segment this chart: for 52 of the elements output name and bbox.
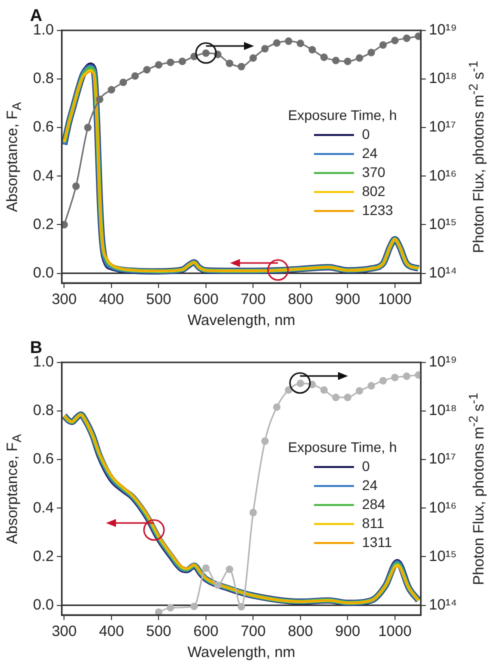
x-tick-label: 300 bbox=[52, 623, 77, 640]
y-tick-label: 0.8 bbox=[32, 402, 54, 420]
x-tick-label: 400 bbox=[98, 623, 124, 640]
y-tick-label: 0.2 bbox=[32, 216, 54, 233]
y-tick-label: 0.6 bbox=[32, 450, 54, 468]
x-axis-title: Wavelength, nm bbox=[187, 644, 296, 662]
x-tick-label: 400 bbox=[98, 291, 124, 308]
y-tick-label: 0.2 bbox=[32, 548, 54, 565]
y-tick-label: 0.4 bbox=[32, 167, 54, 184]
x-tick-label: 600 bbox=[193, 623, 218, 640]
y2-tick-label: 10¹⁷ bbox=[428, 450, 456, 468]
y2-tick-label: 10¹⁴ bbox=[428, 596, 457, 614]
legend-label: 811 bbox=[362, 514, 384, 534]
x-tick-label: 1000 bbox=[378, 623, 412, 640]
x-tick-label: 500 bbox=[146, 291, 172, 308]
legend-label: 24 bbox=[362, 476, 378, 496]
legend-label: 24 bbox=[362, 144, 378, 164]
y2-tick-label: 10¹⁵ bbox=[428, 216, 457, 233]
legend-label: 1311 bbox=[362, 533, 392, 552]
x-tick-label: 300 bbox=[52, 291, 77, 308]
legend-label: 0 bbox=[362, 125, 370, 144]
y2-tick-label: 10¹⁸ bbox=[428, 70, 457, 88]
y2-tick-label: 10¹⁶ bbox=[428, 499, 457, 516]
legend-title: Exposure Time, h bbox=[288, 106, 397, 126]
legend-label: 0 bbox=[362, 457, 370, 476]
y-tick-label: 0.8 bbox=[32, 70, 54, 88]
legend-title: Exposure Time, h bbox=[288, 438, 397, 458]
x-tick-label: 700 bbox=[240, 623, 266, 640]
x-tick-label: 1000 bbox=[378, 291, 412, 308]
y2-tick-label: 10¹⁶ bbox=[428, 167, 457, 184]
y2-tick-label: 10¹⁵ bbox=[428, 548, 457, 565]
y2-tick-label: 10¹⁸ bbox=[428, 402, 457, 420]
y-tick-label: 0.0 bbox=[32, 264, 54, 282]
x-tick-label: 900 bbox=[335, 623, 360, 640]
y-tick-label: 0.4 bbox=[32, 499, 54, 516]
x-tick-label: 800 bbox=[288, 623, 313, 640]
y2-tick-label: 10¹⁷ bbox=[428, 118, 456, 136]
legend-label: 1233 bbox=[362, 201, 394, 220]
x-tick-label: 700 bbox=[240, 291, 266, 308]
x-tick-label: 800 bbox=[288, 291, 313, 308]
y-tick-label: 0.0 bbox=[32, 596, 54, 614]
x-tick-label: 900 bbox=[335, 291, 360, 308]
y-tick-label: 0.6 bbox=[32, 118, 54, 136]
x-tick-label: 500 bbox=[146, 623, 172, 640]
legend-label: 802 bbox=[362, 182, 386, 202]
y2-tick-label: 10¹⁹ bbox=[428, 354, 457, 371]
y2-tick-label: 10¹⁴ bbox=[428, 264, 457, 282]
x-tick-label: 600 bbox=[193, 291, 218, 308]
y2-tick-label: 10¹⁹ bbox=[428, 22, 457, 39]
legend-label: 370 bbox=[362, 163, 386, 182]
x-axis-title: Wavelength, nm bbox=[187, 312, 296, 330]
legend-label: 284 bbox=[362, 495, 386, 514]
